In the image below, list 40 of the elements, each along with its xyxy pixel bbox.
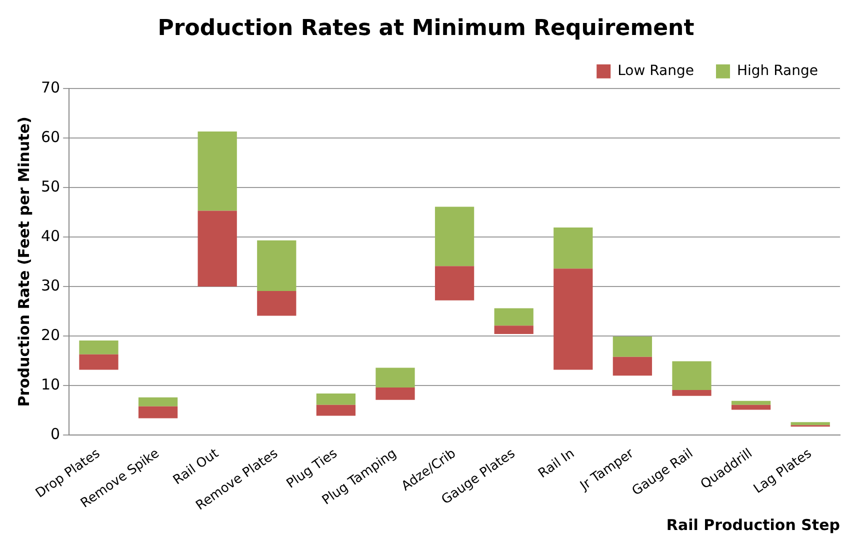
bar [731, 400, 771, 405]
bar [790, 422, 830, 426]
bar [554, 268, 593, 370]
bar [612, 356, 652, 376]
x-axis-title: Rail Production Step [666, 516, 840, 534]
bar [612, 336, 652, 357]
x-tick-label: Rail In [536, 446, 578, 482]
bar [79, 340, 118, 354]
bar [554, 228, 593, 269]
bar [672, 361, 712, 390]
bar [257, 240, 296, 291]
bar [138, 397, 178, 406]
y-tick-label: 0 [50, 424, 60, 443]
bar [198, 131, 237, 211]
y-tick-label: 30 [40, 276, 60, 294]
y-tick-label: 10 [40, 375, 60, 394]
legend-label: Low Range [618, 63, 694, 80]
chart-title: Production Rates at Minimum Requirement [158, 16, 695, 41]
y-tick-label: 70 [40, 78, 60, 96]
bar [79, 354, 118, 370]
legend-label: High Range [737, 63, 818, 80]
bar [376, 388, 415, 400]
bar [731, 404, 771, 410]
bar [376, 368, 415, 388]
x-tick-label: Rail Out [170, 446, 222, 488]
bar [257, 290, 296, 316]
bar [316, 393, 356, 405]
bar [494, 326, 534, 334]
bar [494, 308, 534, 326]
bar [198, 210, 237, 286]
y-tick-label: 40 [40, 226, 60, 245]
y-tick-label: 20 [40, 326, 60, 344]
bar [316, 404, 356, 416]
bar [434, 266, 474, 300]
y-axis-title: Production Rate (Feet per Minute) [14, 116, 33, 407]
y-tick-label: 50 [40, 177, 60, 196]
bar [138, 406, 178, 418]
bar [434, 206, 474, 266]
y-tick-label: 60 [40, 128, 60, 146]
bar [672, 390, 712, 396]
